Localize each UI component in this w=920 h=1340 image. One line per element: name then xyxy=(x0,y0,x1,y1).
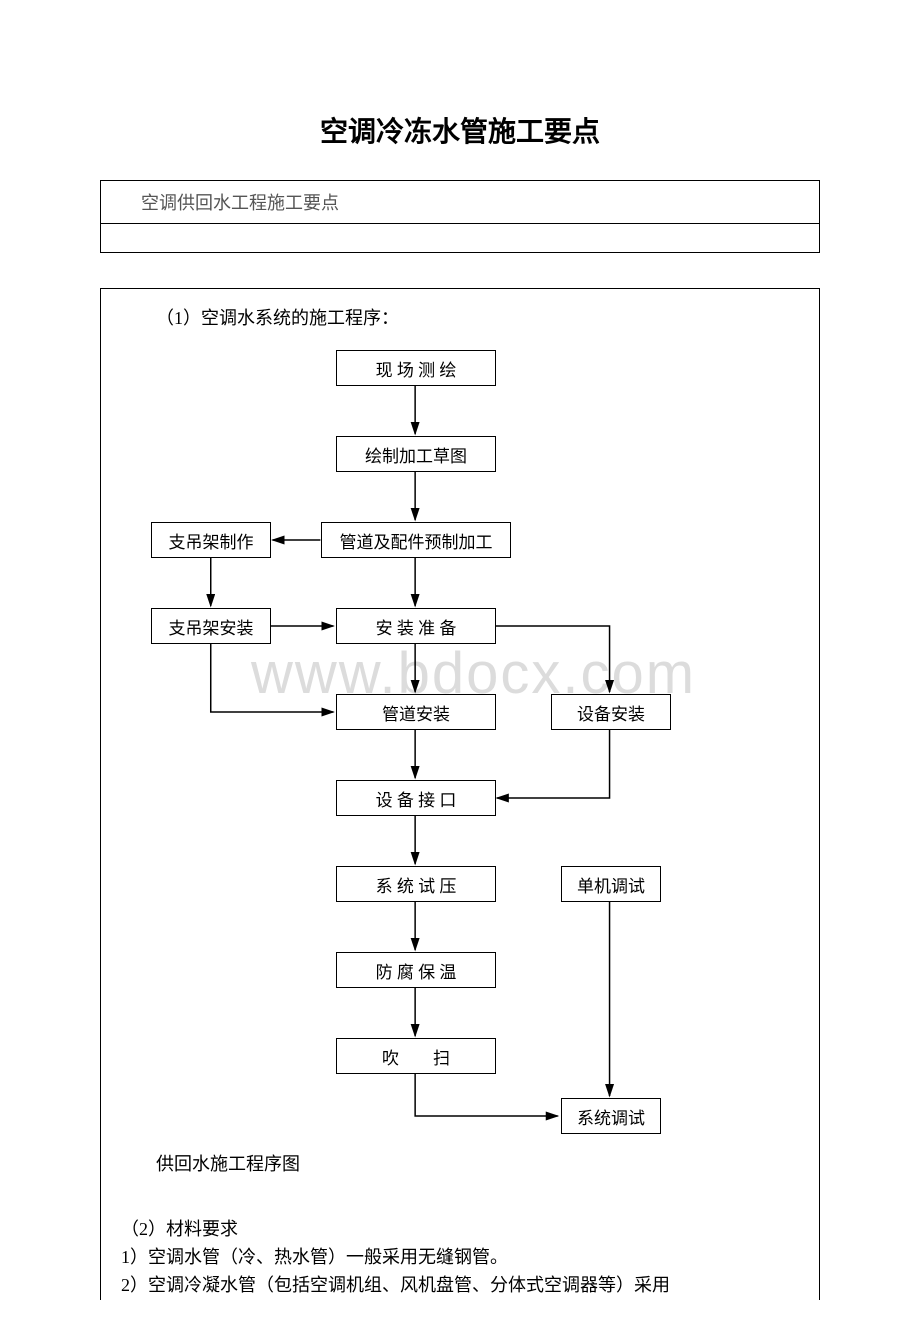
flow-node-survey: 现 场 测 绘 xyxy=(336,350,496,386)
flowchart: www.bdocx.com xyxy=(121,350,799,1140)
flow-node-pipe-install: 管道安装 xyxy=(336,694,496,730)
section1-intro: （1）空调水系统的施工程序： xyxy=(121,304,799,330)
flow-node-equip-install: 设备安装 xyxy=(551,694,671,730)
flow-node-draft: 绘制加工草图 xyxy=(336,436,496,472)
header-table: 空调供回水工程施工要点 xyxy=(100,180,820,253)
content-box: （1）空调水系统的施工程序： www.bdocx.com xyxy=(100,288,820,1300)
flow-node-install-prep: 安 装 准 备 xyxy=(336,608,496,644)
flow-node-hanger-install: 支吊架安装 xyxy=(151,608,271,644)
header-row-1: 空调供回水工程施工要点 xyxy=(101,181,819,224)
header-row-2 xyxy=(101,224,819,252)
section2-item2: 2）空调冷凝水管（包括空调机组、风机盘管、分体式空调器等）采用 xyxy=(121,1272,799,1300)
flow-node-single-debug: 单机调试 xyxy=(561,866,661,902)
flow-node-anticorrosion: 防 腐 保 温 xyxy=(336,952,496,988)
flow-node-purge: 吹 扫 xyxy=(336,1038,496,1074)
section2-item1: 1）空调水管（冷、热水管）一般采用无缝钢管。 xyxy=(121,1244,799,1272)
flow-node-prefab: 管道及配件预制加工 xyxy=(321,522,511,558)
document-page: 空调冷冻水管施工要点 空调供回水工程施工要点 （1）空调水系统的施工程序： ww… xyxy=(0,0,920,1340)
section2-heading: （2）材料要求 xyxy=(121,1216,799,1244)
flow-node-system-debug: 系统调试 xyxy=(561,1098,661,1134)
flow-node-equip-interface: 设 备 接 口 xyxy=(336,780,496,816)
flow-node-pressure-test: 系 统 试 压 xyxy=(336,866,496,902)
flow-node-hanger-make: 支吊架制作 xyxy=(151,522,271,558)
flowchart-caption: 供回水施工程序图 xyxy=(121,1150,799,1176)
page-title: 空调冷冻水管施工要点 xyxy=(100,110,820,150)
section2: （2）材料要求 1）空调水管（冷、热水管）一般采用无缝钢管。 2）空调冷凝水管（… xyxy=(121,1216,799,1300)
